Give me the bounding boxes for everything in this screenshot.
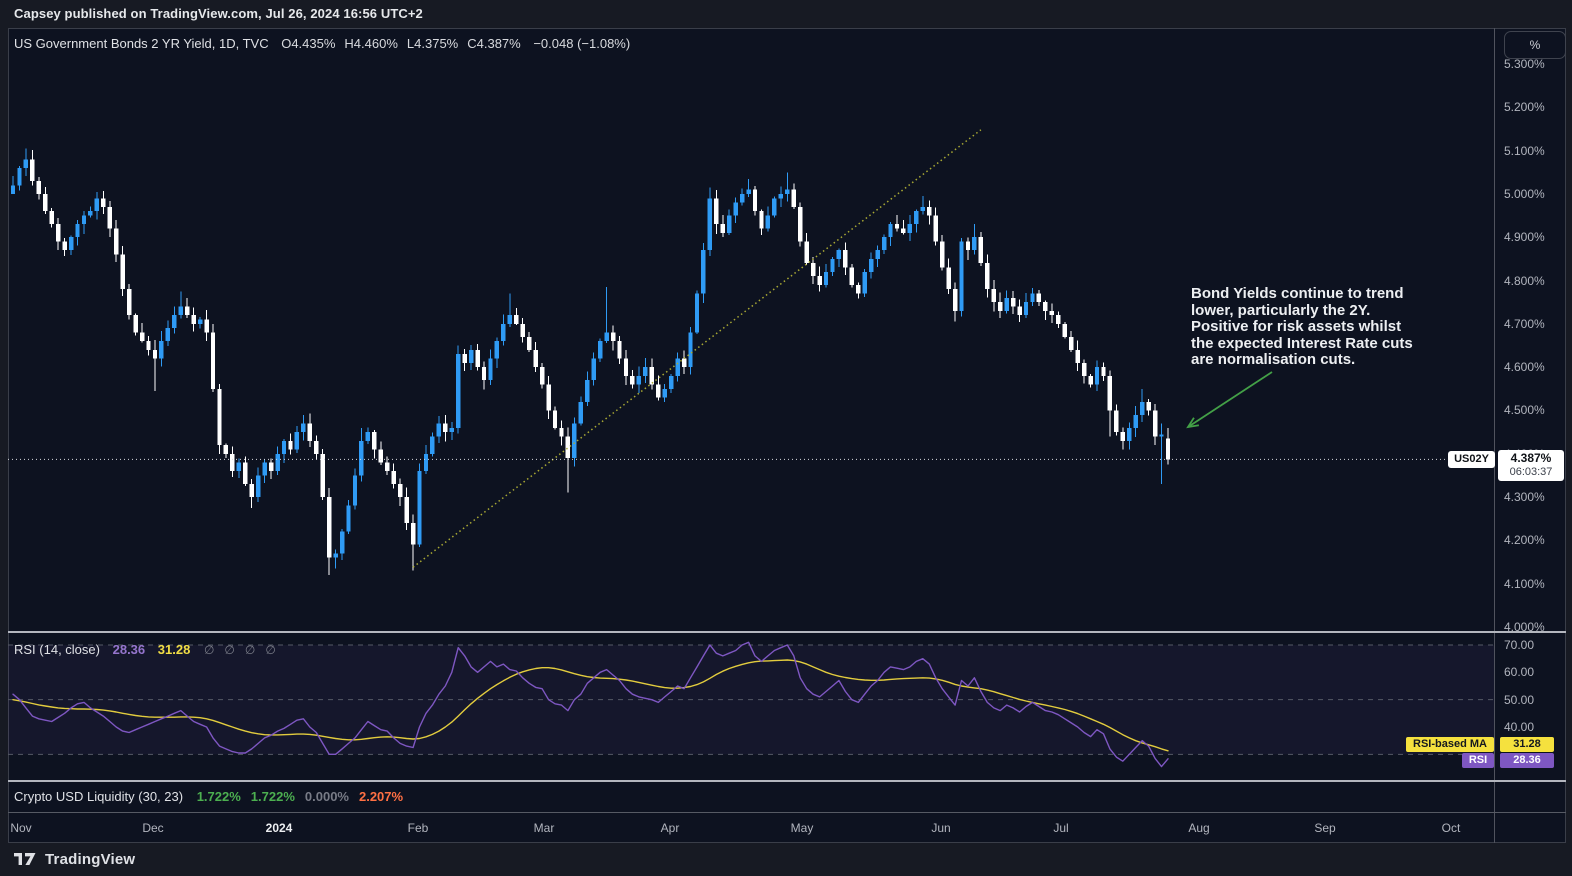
bar-countdown: 06:03:37 [1509,466,1553,478]
chart-widget [8,28,1566,843]
price-tick-label: 4.100% [1504,576,1545,591]
time-tick-2024: 2024 [265,821,293,835]
ohlc-c: C4.387% [467,36,521,51]
empty-set-icon: ∅ [203,643,215,657]
liquidity-value: 1.722% [196,789,241,804]
price-tick-label: 4.200% [1504,533,1545,548]
ohlc-o: O4.435% [281,36,336,51]
candlestick-series [10,148,1171,576]
liquidity-legend-title[interactable]: Crypto USD Liquidity (30, 23) [14,789,184,804]
rsi-tick-label: 70.00 [1504,638,1535,652]
liquidity-pane-legend: Crypto USD Liquidity (30, 23) 1.722% 1.72… [14,789,403,804]
publish-line: Capsey published on TradingView.com, Jul… [14,6,423,21]
rsi-ma-line [12,659,1169,752]
rsi-tick-label: 40.00 [1504,719,1535,734]
time-axis-border [8,812,1566,813]
ohlc-h: H4.460% [344,36,398,51]
empty-set-icon: ∅ [265,643,276,657]
price-tick-label: 4.700% [1504,316,1545,331]
time-tick-mar: Mar [533,821,555,835]
last-price-badge: 4.387% 06:03:37 [1498,450,1564,481]
rsi-ma-current-value: 31.28 [157,642,191,657]
price-tick-label: 5.000% [1504,186,1545,201]
rsi-tick-label: 50.00 [1504,692,1535,707]
annotation-arrow [1187,371,1273,428]
liquidity-value: 2.207% [358,789,404,804]
pane-separator-main-rsi[interactable] [8,631,1566,633]
annotation-arrow-head [1186,417,1200,429]
time-tick-may: May [790,821,814,835]
liquidity-value: 1.722% [250,789,295,804]
time-tick-sep: Sep [1314,821,1336,835]
rsi-current-value: 28.36 [112,642,146,657]
publish-bar: Capsey published on TradingView.com, Jul… [0,0,1572,28]
symbol-title[interactable]: US Government Bonds 2 YR Yield, 1D, TVC [14,36,269,51]
price-tick-label: 4.900% [1504,230,1545,245]
rsi-tick-label: 60.00 [1504,665,1535,680]
brand-name: TradingView [45,850,136,868]
tradingview-logo-icon [14,853,36,865]
time-tick-nov: Nov [10,821,32,835]
brand-bar: TradingView [0,844,1572,876]
price-tick-label: 4.800% [1504,273,1545,288]
annotation-text[interactable]: Bond Yields continue to trend lower, par… [1191,285,1413,368]
symbol-label-badge: US02Y [1448,451,1495,468]
time-tick-feb: Feb [407,821,429,835]
main-pane-legend: US Government Bonds 2 YR Yield, 1D, TVC … [14,36,630,51]
price-tick-label: 4.300% [1504,490,1545,505]
percent-scale-button[interactable]: % [1504,31,1566,59]
last-price-value: 4.387% [1510,451,1552,465]
ohlc-l: L4.375% [406,36,459,51]
tradingview-logo[interactable]: TradingView [14,850,135,868]
rsi-ma-label-badge: RSI-based MA [1406,737,1494,752]
time-tick-aug: Aug [1188,821,1210,835]
rsi-line [12,641,1169,768]
pane-separator-rsi-liquidity[interactable] [8,780,1566,782]
rsi-legend-title[interactable]: RSI (14, close) [14,642,100,657]
time-tick-oct: Oct [1441,821,1461,835]
rsi-value-badge: 28.36 [1500,753,1554,768]
price-tick-label: 5.300% [1504,57,1545,71]
time-axis[interactable]: Nov Dec 2024 Feb Mar Apr May Jun Jul Aug Sep Oct [8,813,1494,843]
time-tick-jun: Jun [931,821,951,835]
empty-set-icon: ∅ [224,643,235,657]
rsi-empty-plots: ∅ ∅ ∅ ∅ [194,642,276,657]
price-axis[interactable] [1494,28,1566,843]
rsi-pane-legend: RSI (14, close) 28.36 31.28 ∅ ∅ ∅ ∅ [14,642,276,657]
price-tick-label: 4.500% [1504,403,1545,418]
liquidity-value: 0.000% [304,789,349,804]
ohlc-values: O4.435% H4.460% L4.375% C4.387% [272,36,521,51]
time-tick-dec: Dec [142,821,164,835]
price-tick-label: 5.200% [1504,100,1545,115]
time-tick-apr: Apr [660,821,680,835]
liquidity-values: 1.722% 1.722% 0.000% 2.207% [187,789,403,804]
rsi-label-badge: RSI [1462,753,1494,768]
change-value: −0.048 (−1.08%) [533,36,631,51]
price-tick-label: 5.100% [1504,143,1545,158]
price-tick-label: 4.600% [1504,360,1545,375]
price-tick-label: 4.000% [1504,620,1545,634]
empty-set-icon: ∅ [244,643,256,657]
time-tick-jul: Jul [1053,821,1069,835]
rsi-ma-value-badge: 31.28 [1500,737,1554,752]
